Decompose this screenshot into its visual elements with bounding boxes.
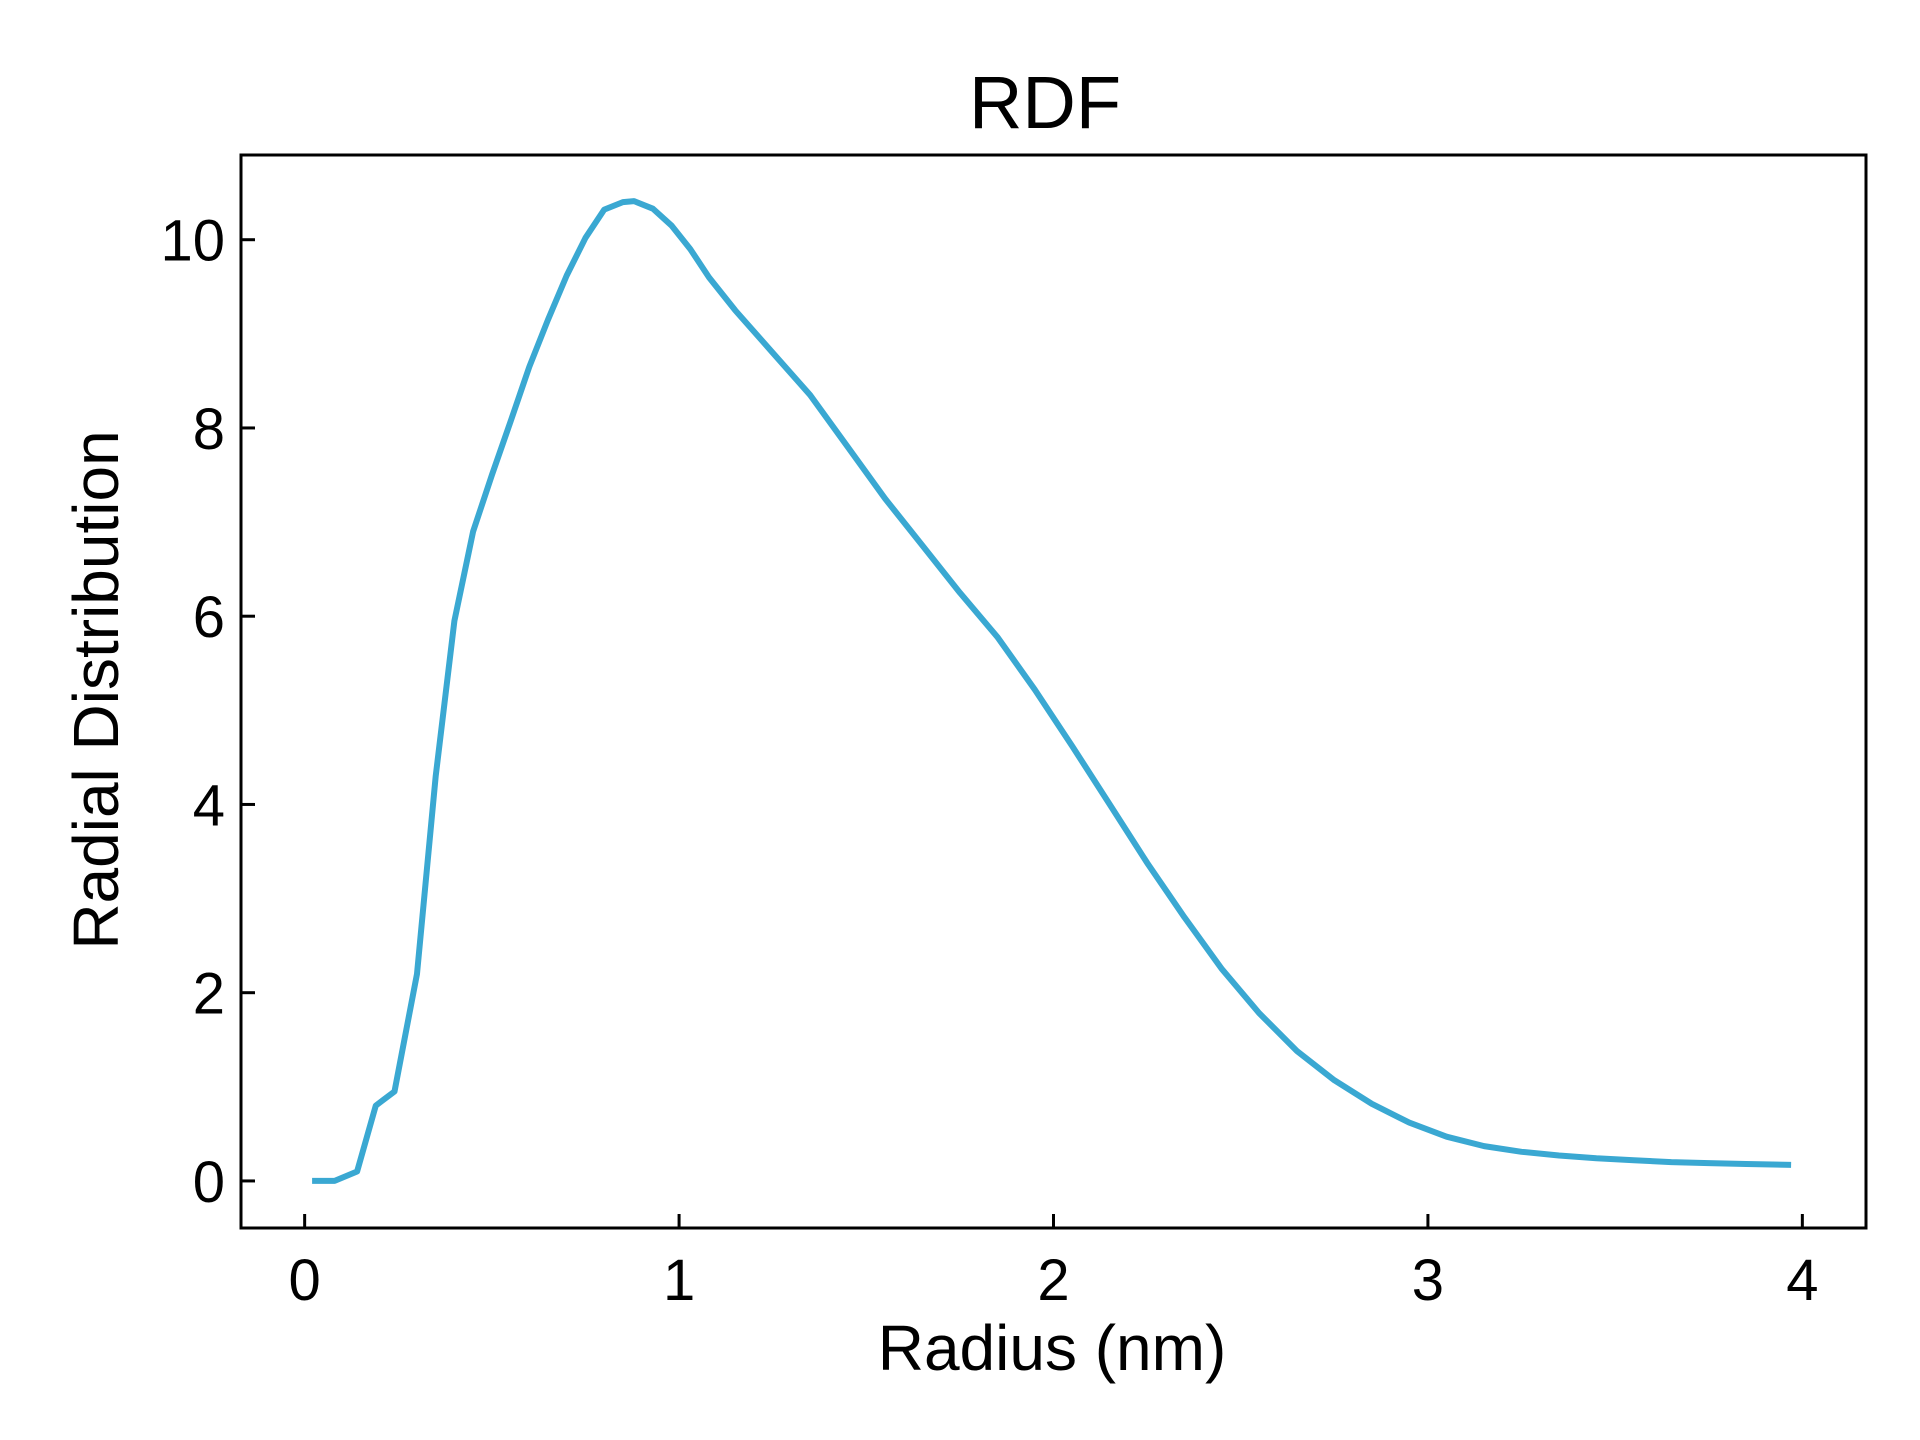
y-tick-label-0: 0 xyxy=(193,1150,225,1215)
x-tick-label-1: 1 xyxy=(663,1248,695,1313)
chart-title: RDF xyxy=(969,61,1121,144)
y-axis-label: Radial Distribution xyxy=(60,430,132,949)
y-tick-label-4: 8 xyxy=(193,397,225,462)
x-tick-label-0: 0 xyxy=(289,1248,321,1313)
series-line-0 xyxy=(312,198,1792,1184)
x-tick-label-2: 2 xyxy=(1037,1248,1069,1313)
y-tick-label-5: 10 xyxy=(160,209,225,274)
plot-area: 0 1 2 3 4 0 2 4 6 8 10 xyxy=(160,153,1868,1313)
x-tick-label-4: 4 xyxy=(1786,1248,1818,1313)
x-tick-label-3: 3 xyxy=(1412,1248,1444,1313)
plot-frame xyxy=(239,153,1868,1230)
y-tick-label-2: 4 xyxy=(193,773,225,838)
y-tick-label-3: 6 xyxy=(193,585,225,650)
y-tick-label-1: 2 xyxy=(193,962,225,1027)
x-axis-label: Radius (nm) xyxy=(878,1312,1227,1384)
